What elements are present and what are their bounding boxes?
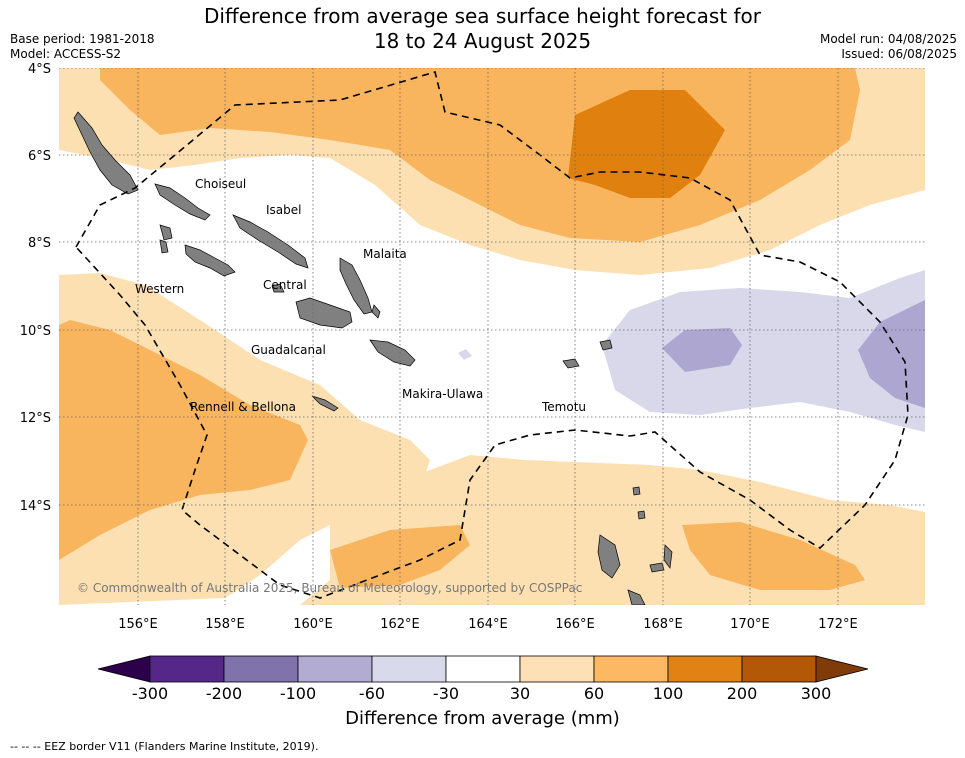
- copyright-notice: © Commonwealth of Australia 2025, Bureau…: [77, 581, 582, 595]
- contour-neg100-60-center: [662, 328, 742, 372]
- latitude-axis: 4°S 6°S 8°S 10°S 12°S 14°S: [20, 62, 51, 514]
- island-rennell: [311, 395, 339, 412]
- eez-border: [75, 70, 909, 599]
- title-line-1: Difference from average sea surface heig…: [203, 4, 762, 28]
- colorbar-segments: [149, 655, 817, 683]
- label-malaita: Malaita: [363, 247, 407, 261]
- title-line-2: 18 to 24 August 2025: [373, 29, 592, 53]
- graticule: [59, 68, 925, 605]
- lat-label-4s: 4°S: [28, 62, 51, 77]
- lon-label-156e: 156°E: [118, 617, 158, 632]
- label-isabel: Isabel: [266, 203, 301, 217]
- lon-label-164e: 164°E: [468, 617, 508, 632]
- island-pentecost: [663, 544, 673, 569]
- contour-60-100-southwest: [59, 320, 308, 560]
- colorbar-tick-label: 60: [583, 684, 605, 703]
- lat-label-8s: 8°S: [28, 236, 51, 251]
- island-ranongga: [159, 239, 169, 254]
- model-run: Model run: 04/08/2025: [819, 32, 957, 46]
- lat-label-6s: 6°S: [28, 149, 51, 164]
- island-ambae: [649, 562, 665, 573]
- island-new-georgia: [184, 244, 236, 277]
- colorbar-segment: [593, 655, 669, 683]
- lon-label-172e: 172°E: [818, 617, 858, 632]
- lon-label-160e: 160°E: [293, 617, 333, 632]
- label-rennell-bellona: Rennell & Bellona: [190, 400, 296, 414]
- colorbar-tick-label: 100: [652, 684, 684, 703]
- colorbar-over-arrow: [815, 655, 869, 683]
- colorbar-segment: [223, 655, 299, 683]
- colorbar-tick-label: 300: [800, 684, 832, 703]
- colorbar-under-arrow: [97, 655, 151, 683]
- island-central-islands: [271, 283, 285, 293]
- run-info: Model run: 04/08/2025 Issued: 06/08/2025: [820, 32, 957, 62]
- map-title: Difference from average sea surface heig…: [0, 4, 965, 54]
- colorbar-tick-label: 200: [726, 684, 758, 703]
- contour-neg60-30: [602, 270, 925, 432]
- island-guadalcanal: [295, 297, 353, 329]
- label-western: Western: [135, 282, 184, 296]
- province-labels: Choiseul Isabel Malaita Western Central …: [135, 177, 586, 414]
- island-torres-group: [599, 339, 613, 351]
- island-banks-2: [637, 510, 646, 520]
- colorbar-segment: [741, 655, 817, 683]
- label-makira-ulawa: Makira-Ulawa: [402, 387, 483, 401]
- colorbar-segment: [667, 655, 743, 683]
- lon-label-158e: 158°E: [205, 617, 245, 632]
- colorbar-tick-label: -100: [279, 684, 317, 703]
- lat-label-12s: 12°S: [20, 411, 51, 426]
- lat-label-10s: 10°S: [20, 324, 51, 339]
- colorbar-tick-label: -200: [205, 684, 243, 703]
- model-info: Base period: 1981-2018 Model: ACCESS-S2: [10, 32, 155, 62]
- colorbar-segment: [445, 655, 521, 683]
- contour-60-100-southeast: [682, 522, 865, 590]
- base-period: Base period: 1981-2018: [10, 32, 155, 46]
- colorbar-segment: [297, 655, 373, 683]
- colorbar-title: Difference from average (mm): [345, 708, 620, 729]
- colorbar-segment: [371, 655, 447, 683]
- contour-neg-small-patch: [458, 349, 472, 360]
- lon-label-170e: 170°E: [730, 617, 770, 632]
- lon-label-168e: 168°E: [643, 617, 683, 632]
- island-malakula: [627, 589, 646, 605]
- island-makira: [369, 339, 416, 367]
- lat-label-14s: 14°S: [20, 499, 51, 514]
- island-choiseul: [154, 183, 211, 221]
- island-malaita: [339, 257, 373, 315]
- label-choiseul: Choiseul: [195, 177, 246, 191]
- colorbar-segment: [519, 655, 595, 683]
- contour-100-200-north: [568, 90, 725, 198]
- colorbar-tick-label: 30: [509, 684, 531, 703]
- eez-legend: -- -- -- EEZ border V11 (Flanders Marine…: [10, 740, 319, 753]
- island-banks-1: [632, 486, 641, 496]
- model-name: Model: ACCESS-S2: [10, 47, 122, 61]
- island-espiritu-santo: [597, 534, 621, 579]
- colorbar-tick-label: -30: [432, 684, 460, 703]
- lon-label-162e: 162°E: [380, 617, 420, 632]
- colorbar-segment: [149, 655, 225, 683]
- colorbar-tick-label: -300: [131, 684, 169, 703]
- island-isabel: [232, 214, 309, 269]
- lon-label-166e: 166°E: [555, 617, 595, 632]
- longitude-axis: 156°E 158°E 160°E 162°E 164°E 166°E 168°…: [118, 617, 858, 632]
- island-vella-lavella: [159, 224, 173, 241]
- land-masses: [73, 111, 673, 605]
- label-guadalcanal: Guadalcanal: [251, 343, 326, 357]
- issued-date: Issued: 06/08/2025: [841, 47, 957, 61]
- island-bougainville: [73, 111, 139, 195]
- colorbar: [97, 655, 869, 683]
- contour-neg100-60-east: [858, 300, 925, 408]
- island-small-malaita: [371, 304, 381, 319]
- colorbar-tick-label: -60: [358, 684, 386, 703]
- label-temotu: Temotu: [541, 400, 586, 414]
- label-central: Central: [263, 278, 307, 292]
- map-plot-area: Choiseul Isabel Malaita Western Central …: [59, 68, 925, 605]
